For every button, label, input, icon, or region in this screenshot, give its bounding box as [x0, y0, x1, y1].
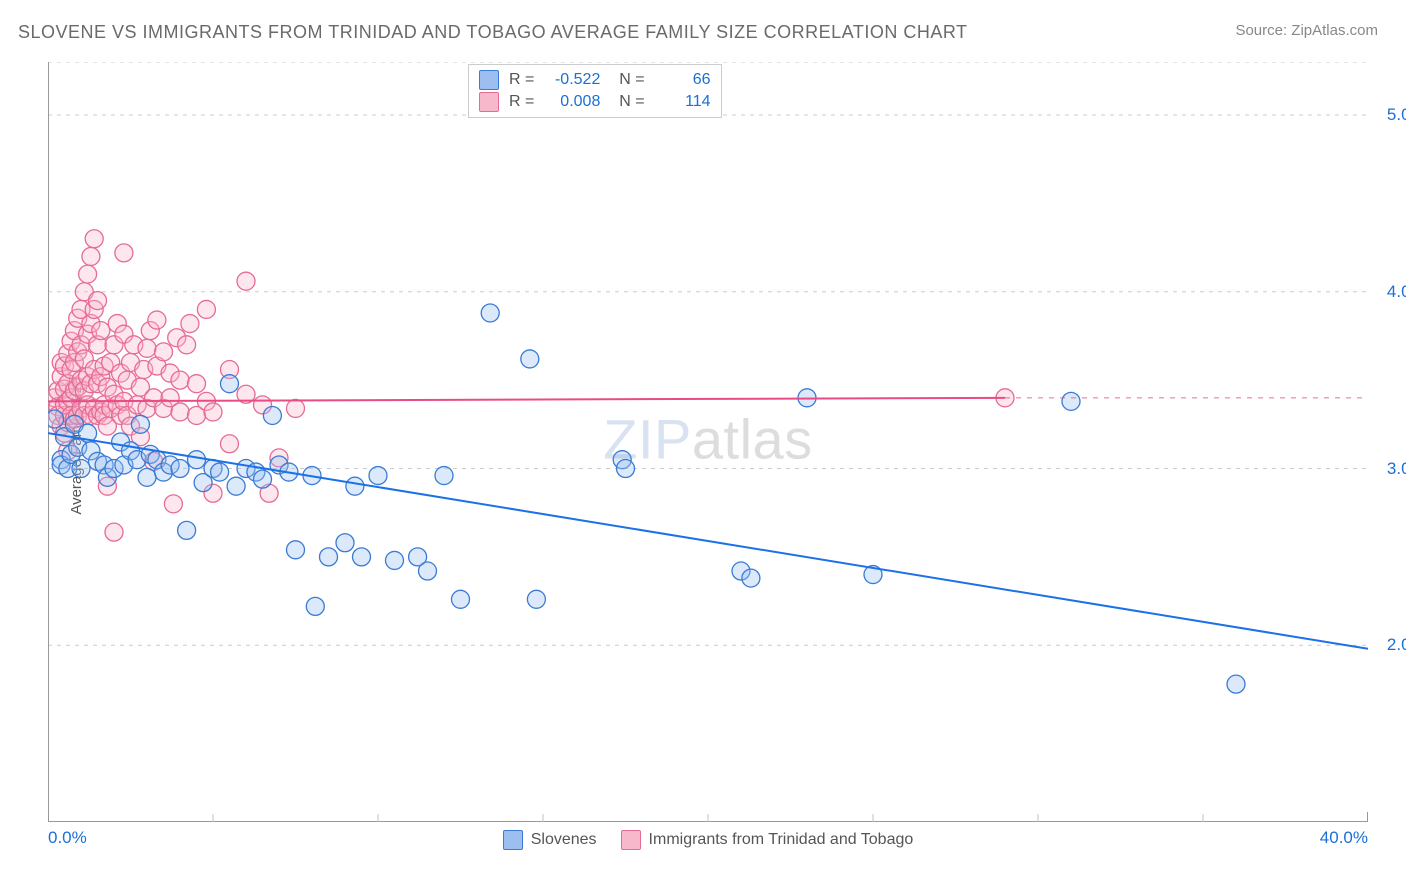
stat-legend-box: R = -0.522 N = 66 R = 0.008 N = 114: [468, 64, 722, 118]
chart-container: SLOVENE VS IMMIGRANTS FROM TRINIDAD AND …: [0, 0, 1406, 892]
stat-r-label: R =: [509, 93, 534, 111]
stat-row-0: R = -0.522 N = 66: [479, 69, 711, 91]
stat-n-value-1: 114: [655, 93, 711, 111]
stat-n-label: N =: [610, 71, 644, 89]
stat-swatch-1: [479, 92, 499, 112]
stat-n-label: N =: [610, 93, 644, 111]
x-legend: Slovenes Immigrants from Trinidad and To…: [48, 830, 1368, 850]
legend-label-0: Slovenes: [531, 831, 597, 849]
stat-r-value-1: 0.008: [544, 93, 600, 111]
legend-item-0: Slovenes: [503, 830, 597, 850]
stat-r-label: R =: [509, 71, 534, 89]
plot-area: ZIPatlas R = -0.522 N = 66 R = 0.008 N =…: [48, 62, 1368, 822]
legend-item-1: Immigrants from Trinidad and Tobago: [621, 830, 914, 850]
y-tick-label: 5.00: [1387, 105, 1406, 125]
chart-title: SLOVENE VS IMMIGRANTS FROM TRINIDAD AND …: [18, 22, 968, 43]
legend-swatch-0: [503, 830, 523, 850]
legend-label-1: Immigrants from Trinidad and Tobago: [649, 831, 914, 849]
source-label: Source: ZipAtlas.com: [1235, 22, 1378, 39]
y-tick-label: 2.00: [1387, 635, 1406, 655]
y-tick-label: 3.00: [1387, 459, 1406, 479]
stat-swatch-0: [479, 70, 499, 90]
legend-swatch-1: [621, 830, 641, 850]
stat-n-value-0: 66: [655, 71, 711, 89]
y-tick-label: 4.00: [1387, 282, 1406, 302]
stat-row-1: R = 0.008 N = 114: [479, 91, 711, 113]
stat-r-value-0: -0.522: [544, 71, 600, 89]
chart-svg: [48, 62, 1368, 822]
